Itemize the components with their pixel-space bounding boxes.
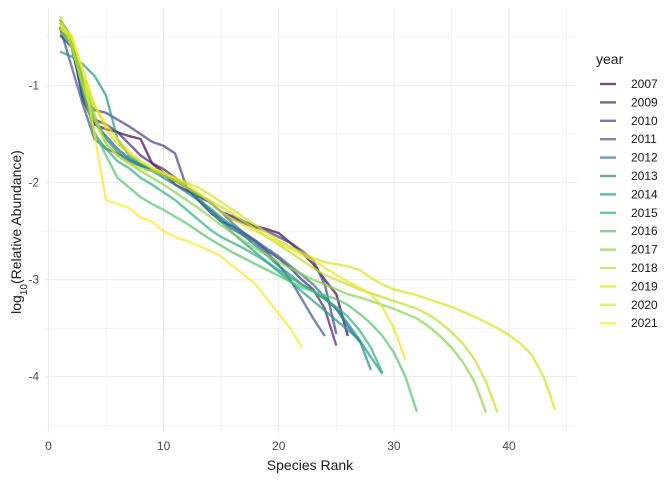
y-tick-label: -3	[28, 273, 39, 287]
legend-item-2017: 2017	[600, 243, 658, 257]
series-line-2021	[59, 24, 303, 349]
series-line-2014	[59, 50, 384, 375]
series-line-2020	[59, 28, 407, 360]
legend-item-2019: 2019	[600, 279, 658, 293]
legend-label: 2007	[631, 77, 658, 91]
major-gridlines	[45, 8, 577, 433]
series-line-2015	[58, 26, 384, 374]
legend-item-2015: 2015	[600, 206, 658, 220]
legend-item-2010: 2010	[600, 114, 658, 128]
legend-title: year	[596, 51, 624, 67]
y-axis-tick-labels: -1 -2 -3 -4	[28, 79, 39, 384]
minor-gridlines	[45, 8, 577, 433]
legend-item-2021: 2021	[600, 316, 658, 330]
legend-label: 2019	[631, 279, 658, 293]
series-line-2016	[59, 31, 419, 413]
y-tick-label: -4	[28, 370, 39, 384]
y-tick-label: -1	[28, 79, 39, 93]
legend-label: 2014	[631, 187, 658, 201]
y-axis-title: log10(Relative Abundance)	[8, 150, 30, 314]
series-line-2018	[58, 15, 499, 414]
x-tick-label: 10	[157, 439, 171, 453]
legend: year 2007 2009 2010 2011 2012 2013 2014 2015 201…	[596, 51, 658, 330]
series-line-2019	[59, 21, 557, 411]
x-tick-label: 30	[387, 439, 401, 453]
x-axis-title: Species Rank	[267, 457, 354, 473]
legend-item-2016: 2016	[600, 224, 658, 238]
legend-item-2011: 2011	[600, 132, 657, 146]
legend-item-2009: 2009	[600, 95, 658, 109]
series-lines	[58, 15, 557, 414]
series-line-2009	[59, 34, 338, 347]
x-axis-tick-labels: 0 10 20 30 40	[45, 439, 516, 453]
legend-item-2018: 2018	[600, 261, 658, 275]
legend-item-2012: 2012	[600, 151, 658, 165]
legend-label: 2010	[631, 114, 658, 128]
legend-label: 2012	[631, 151, 658, 165]
x-tick-label: 20	[272, 439, 286, 453]
legend-item-2013: 2013	[600, 169, 658, 183]
legend-item-2020: 2020	[600, 298, 658, 312]
legend-label: 2018	[631, 261, 658, 275]
legend-label: 2020	[631, 298, 658, 312]
y-tick-label: -2	[28, 176, 39, 190]
legend-label: 2015	[631, 206, 658, 220]
x-tick-label: 40	[502, 439, 516, 453]
x-tick-label: 0	[45, 439, 52, 453]
legend-label: 2021	[631, 316, 658, 330]
legend-item-2014: 2014	[600, 187, 658, 201]
legend-label: 2011	[631, 132, 657, 146]
series-line-2017	[59, 24, 488, 414]
legend-label: 2017	[631, 243, 658, 257]
legend-label: 2013	[631, 169, 658, 183]
legend-items: 2007 2009 2010 2011 2012 2013 2014 2015 2016 2017…	[600, 77, 658, 330]
series-line-2013	[58, 18, 373, 371]
legend-label: 2016	[631, 224, 658, 238]
legend-item-2007: 2007	[600, 77, 658, 91]
series-line-2011	[58, 27, 326, 337]
legend-label: 2009	[631, 95, 658, 109]
